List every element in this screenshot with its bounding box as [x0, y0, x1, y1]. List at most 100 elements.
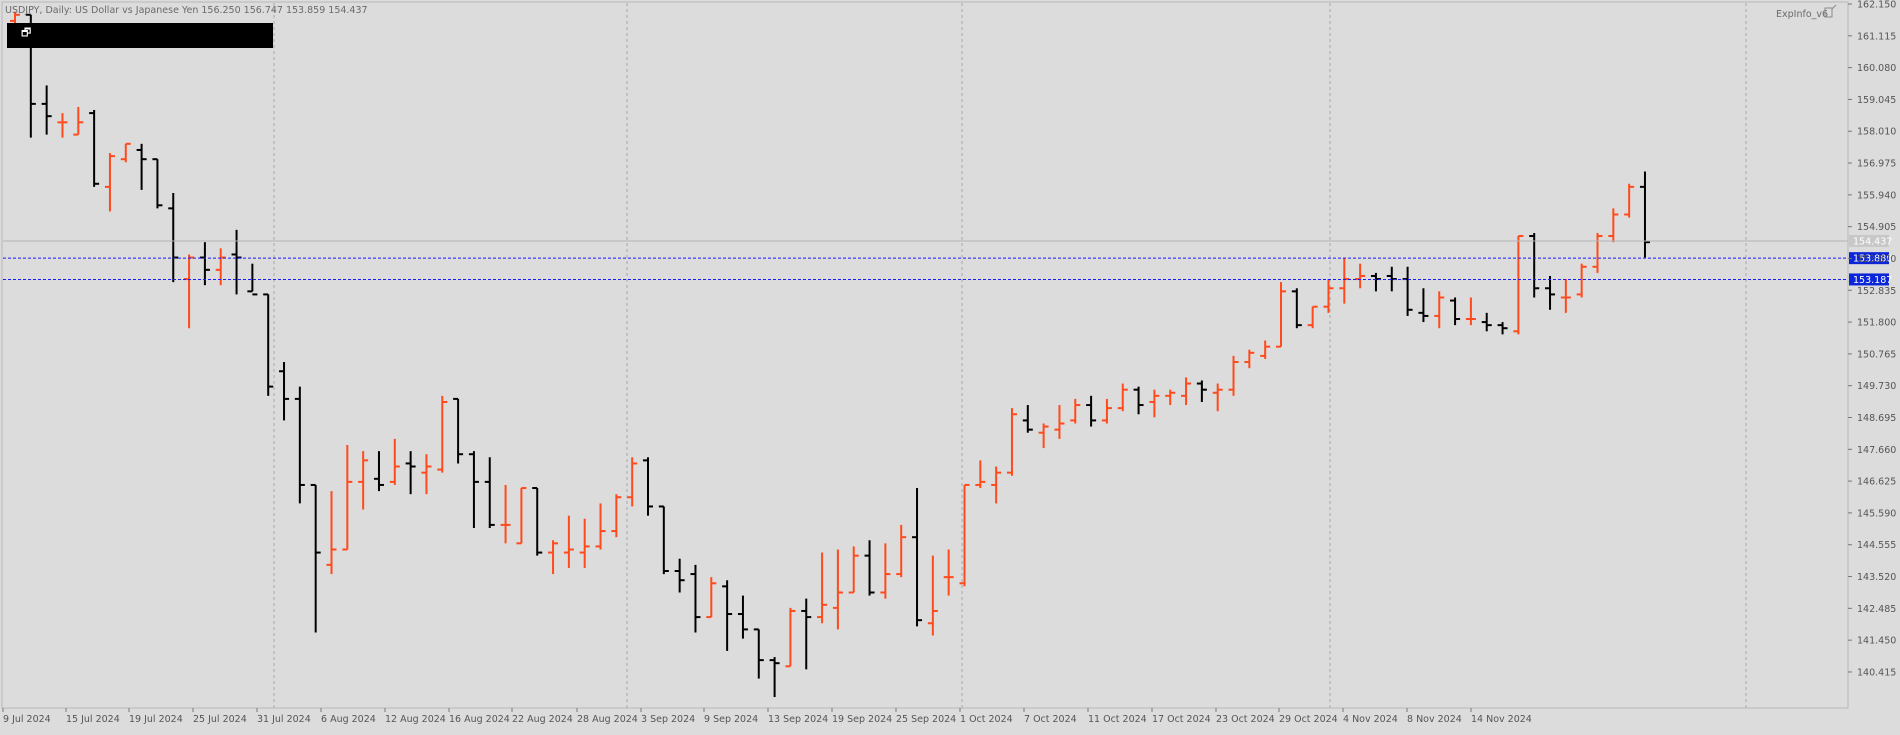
ohlc-bar [279, 362, 290, 421]
ohlc-bar [342, 445, 353, 551]
x-tick-label: 23 Oct 2024 [1216, 714, 1275, 725]
y-tick-label: 143.520 [1857, 572, 1896, 583]
y-tick-label: 161.115 [1857, 31, 1896, 42]
ohlc-bar [643, 457, 653, 516]
indicator-label: ExpInfo_v6 [1776, 9, 1828, 20]
ohlc-bar [1339, 257, 1350, 304]
x-tick-label: 29 Oct 2024 [1279, 714, 1338, 725]
ohlc-bar [785, 607, 796, 668]
y-tick-label: 155.940 [1857, 190, 1896, 201]
window-restore-icon[interactable]: 🗗 [21, 26, 32, 39]
ohlc-bar [1450, 297, 1461, 326]
ohlc-bar [484, 457, 495, 528]
indicator-settings-icon[interactable] [1824, 4, 1837, 18]
ohlc-bar [136, 143, 147, 190]
ohlc-bar [199, 242, 210, 286]
ohlc-bar [294, 386, 305, 504]
ohlc-bar [579, 518, 590, 568]
ohlc-bar [1149, 389, 1160, 418]
ohlc-bar [1418, 288, 1429, 323]
y-tick-label: 141.450 [1857, 636, 1896, 647]
ohlc-bar [864, 540, 875, 596]
ohlc-bar [991, 466, 1002, 504]
ohlc-bar [437, 395, 448, 473]
y-tick-label: 150.765 [1857, 349, 1896, 360]
ohlc-bar [1070, 398, 1081, 424]
ohlc-bar [1370, 272, 1381, 292]
ohlc-bar [263, 293, 274, 396]
ohlc-bar [563, 515, 574, 568]
ohlc-bar [896, 524, 907, 578]
ohlc-bar [168, 193, 179, 283]
ohlc-bar [611, 494, 622, 538]
ohlc-bar [326, 491, 337, 575]
ohlc-bar [1355, 263, 1366, 289]
ohlc-bar [959, 483, 970, 587]
ohlc-bar [1513, 235, 1524, 335]
ohlc-bar [358, 451, 369, 510]
y-tick-label: 158.010 [1857, 127, 1896, 138]
ohlc-bar [595, 503, 606, 550]
ohlc-bar [1165, 389, 1176, 406]
ohlc-bar [389, 438, 400, 485]
ohlc-bar [1228, 355, 1239, 396]
y-tick-label: 151.800 [1857, 318, 1896, 329]
ohlc-bar [1402, 266, 1413, 316]
ohlc-bar [627, 457, 638, 507]
y-tick-label: 154.905 [1857, 222, 1896, 233]
ohlc-bar [152, 158, 163, 209]
ohlc-bar [516, 487, 527, 545]
ohlc-bar [73, 106, 84, 136]
x-tick-label: 3 Sep 2024 [641, 714, 695, 725]
ohlc-bar [817, 552, 828, 624]
ohlc-bar [880, 543, 891, 599]
ohlc-bar [1117, 383, 1128, 412]
x-tick-label: 11 Oct 2024 [1088, 714, 1147, 725]
ohlc-bar [247, 263, 258, 296]
x-tick-label: 22 Aug 2024 [512, 714, 573, 725]
ohlc-bar [1624, 183, 1635, 218]
x-tick-label: 9 Jul 2024 [3, 714, 51, 725]
y-tick-label: 156.975 [1857, 159, 1896, 170]
x-tick-label: 19 Jul 2024 [129, 714, 183, 725]
y-tick-label: 140.415 [1857, 667, 1896, 678]
ohlc-bar [104, 153, 115, 212]
x-tick-label: 28 Aug 2024 [577, 714, 638, 725]
one-click-trading-panel[interactable]: 🗗 [7, 23, 273, 48]
y-tick-label: 145.590 [1857, 508, 1896, 519]
x-tick-label: 25 Sep 2024 [896, 714, 956, 725]
x-tick-label: 9 Sep 2024 [704, 714, 758, 725]
x-tick-label: 6 Aug 2024 [321, 714, 376, 725]
y-tick-label: 153.870 [1857, 254, 1896, 265]
ohlc-bar [737, 595, 748, 639]
ohlc-bar [927, 555, 938, 636]
ohlc-bar [1196, 380, 1207, 402]
y-tick-label: 152.835 [1857, 286, 1896, 297]
x-tick-label: 4 Nov 2024 [1343, 714, 1398, 725]
level-price-tag [1849, 252, 1889, 265]
ohlc-bar [943, 549, 954, 596]
ohlc-bar [1608, 208, 1619, 243]
ohlc-bar [1181, 377, 1192, 406]
ohlc-bar [1260, 340, 1271, 359]
ohlc-bar [1497, 322, 1508, 335]
x-tick-label: 8 Nov 2024 [1407, 714, 1462, 725]
x-tick-label: 19 Sep 2024 [832, 714, 892, 725]
ohlc-bar [1639, 171, 1650, 258]
ohlc-bar [1022, 405, 1033, 433]
level-price-label: 153.880 [1853, 254, 1892, 265]
x-tick-label: 13 Sep 2024 [768, 714, 828, 725]
ohlc-bar [310, 483, 321, 633]
ohlc-bar [1086, 395, 1097, 427]
y-tick-label: 160.080 [1857, 63, 1896, 74]
ohlc-bar [405, 451, 416, 495]
ohlc-bar [41, 85, 52, 135]
x-tick-label: 12 Aug 2024 [385, 714, 446, 725]
ohlc-bar [468, 451, 479, 528]
x-tick-label: 1 Oct 2024 [960, 714, 1013, 725]
ohlc-bar [706, 577, 717, 619]
ohlc-bar [1481, 312, 1492, 332]
ohlc-bar [1276, 282, 1286, 348]
ohlc-bar [500, 484, 511, 544]
ohlc-bar [1576, 263, 1587, 298]
